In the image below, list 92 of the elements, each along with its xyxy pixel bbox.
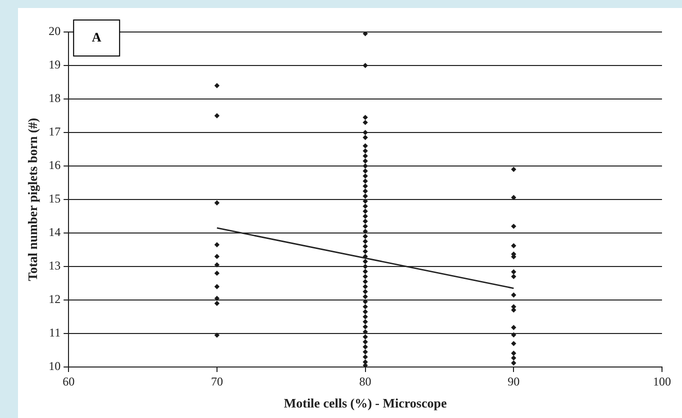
point — [214, 113, 220, 118]
point — [362, 188, 368, 194]
point — [362, 130, 368, 136]
point — [362, 143, 368, 148]
point — [362, 319, 368, 324]
point — [362, 334, 368, 340]
point — [214, 200, 220, 206]
point — [511, 269, 516, 274]
x-tick-label: 60 — [62, 374, 75, 388]
point — [362, 354, 368, 360]
point — [511, 350, 516, 356]
point — [362, 264, 368, 270]
point — [511, 243, 516, 248]
point — [362, 62, 368, 68]
point — [362, 294, 368, 300]
point — [362, 158, 368, 164]
point — [511, 194, 516, 200]
point — [214, 300, 220, 306]
point — [362, 268, 368, 274]
point — [362, 120, 368, 126]
point — [362, 168, 368, 174]
y-tick-label: 15 — [48, 192, 61, 206]
point — [362, 148, 368, 154]
point — [362, 248, 368, 254]
point — [511, 360, 516, 366]
y-tick-label: 19 — [48, 58, 61, 72]
x-tick-label: 70 — [210, 374, 223, 388]
point — [362, 194, 368, 199]
point — [511, 332, 516, 338]
y-tick-label: 16 — [48, 158, 61, 172]
point — [362, 324, 368, 330]
point — [362, 153, 368, 159]
point — [362, 284, 368, 290]
point — [362, 134, 368, 140]
point — [362, 218, 368, 224]
point — [362, 208, 368, 214]
point — [214, 284, 220, 290]
point — [362, 238, 368, 244]
point — [362, 314, 368, 320]
y-tick-label: 20 — [48, 24, 61, 38]
y-axis-title: Total number piglets born (#) — [25, 118, 40, 282]
point — [362, 173, 368, 179]
point — [362, 214, 368, 219]
point — [362, 339, 368, 344]
annotation: A — [92, 29, 102, 44]
point — [214, 332, 220, 338]
point — [511, 340, 516, 346]
point — [362, 344, 368, 350]
point — [362, 32, 368, 36]
point — [362, 198, 368, 204]
point — [362, 224, 368, 229]
point — [511, 324, 516, 330]
point — [511, 166, 516, 172]
point — [214, 270, 220, 276]
point — [362, 289, 368, 294]
point — [362, 244, 368, 249]
point — [362, 163, 368, 169]
y-tick-label: 13 — [48, 258, 61, 273]
y-tick-label: 10 — [48, 359, 61, 374]
point — [214, 296, 220, 301]
point — [362, 204, 368, 209]
x-axis-title: Motile cells (%) - Microscope — [284, 396, 447, 411]
point — [362, 349, 368, 355]
point — [214, 254, 220, 260]
y-tick-label: 18 — [48, 91, 61, 106]
point — [362, 254, 368, 260]
point — [362, 274, 368, 280]
point — [214, 242, 220, 248]
point — [362, 278, 368, 284]
point — [362, 228, 368, 234]
point — [362, 309, 368, 314]
point — [511, 292, 516, 298]
point — [511, 274, 516, 280]
point — [362, 184, 368, 189]
y-tick-label: 17 — [48, 124, 61, 139]
point — [214, 262, 220, 268]
point — [362, 114, 368, 120]
point — [362, 329, 368, 334]
x-tick-label: 100 — [653, 374, 671, 388]
point — [511, 355, 516, 361]
point — [362, 304, 368, 310]
y-tick-label: 11 — [49, 326, 61, 340]
point — [214, 83, 220, 88]
y-tick-label: 12 — [48, 292, 61, 306]
point — [362, 234, 368, 239]
point — [511, 224, 516, 229]
x-tick-label: 90 — [508, 374, 520, 388]
point — [362, 299, 368, 304]
point — [362, 258, 368, 264]
y-tick-label: 14 — [48, 225, 61, 240]
point — [362, 178, 368, 184]
x-tick-label: 80 — [359, 374, 372, 388]
